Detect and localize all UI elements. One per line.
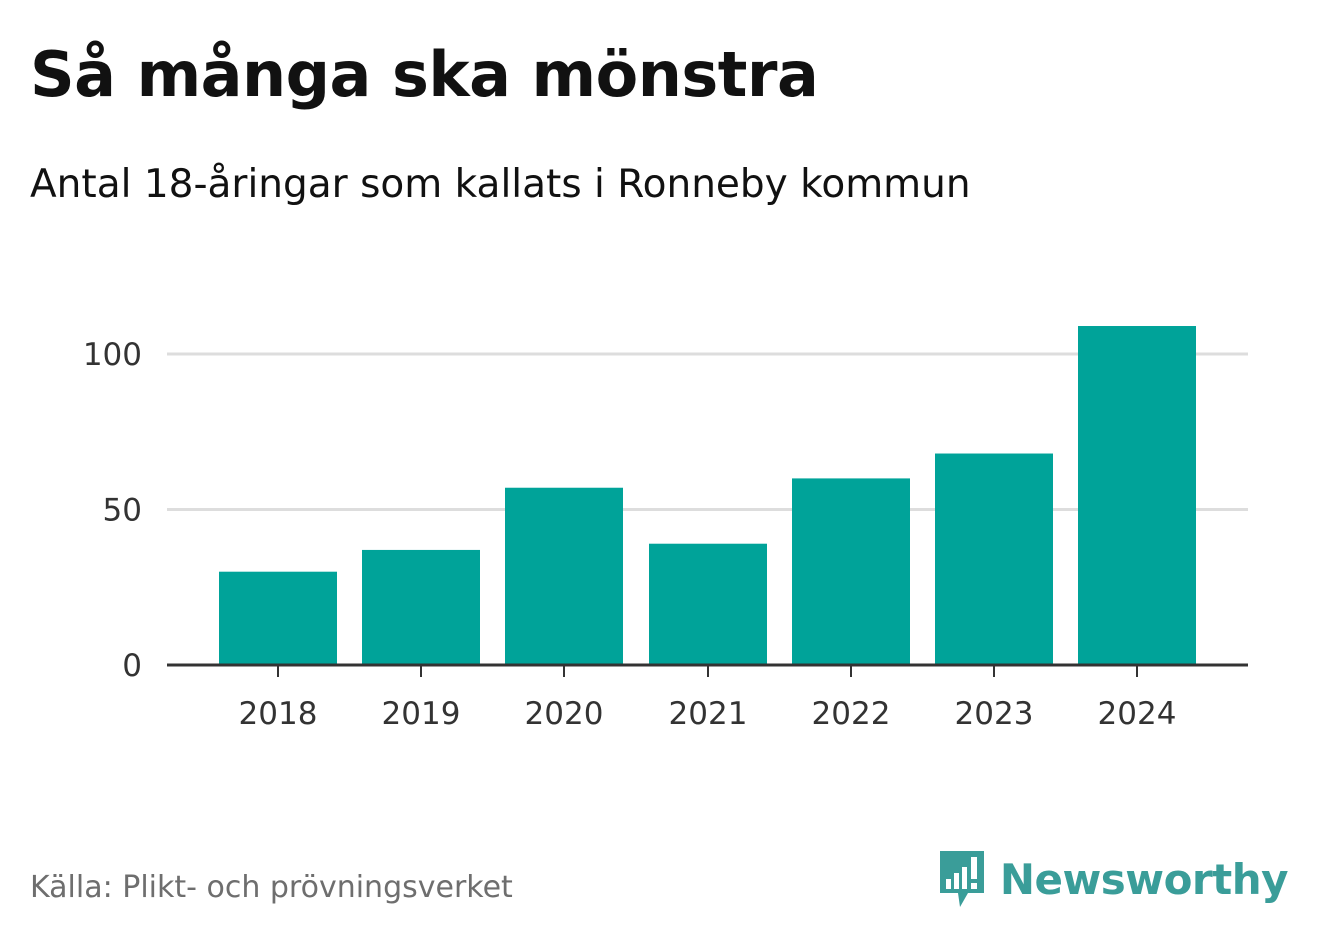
y-tick-label: 100 [83, 337, 142, 373]
brand-logo-link[interactable]: Newsworthy [938, 848, 1289, 910]
x-tick-label: 2023 [955, 696, 1034, 732]
y-tick-label: 50 [103, 493, 142, 529]
y-tick-label: 0 [122, 648, 142, 684]
x-tick-label: 2018 [239, 696, 318, 732]
bars [219, 326, 1196, 665]
chart-title: Så många ska mönstra [30, 38, 819, 111]
bar-2019 [362, 549, 480, 665]
source-note: Källa: Plikt- och prövningsverket [30, 870, 513, 905]
x-tick-label: 2019 [382, 696, 461, 732]
bar-2022 [792, 478, 910, 665]
bar-2023 [935, 453, 1053, 665]
bar-2024 [1078, 326, 1196, 665]
axes: 0 50 100 2018 2019 2020 2021 2022 2023 2024 [83, 337, 1248, 732]
x-tick-label: 2024 [1098, 696, 1177, 732]
bar-chart: 0 50 100 2018 2019 2020 2021 2022 2023 2024 [83, 326, 1248, 732]
bar-2018 [219, 571, 337, 665]
gridlines [167, 352, 1248, 511]
x-tick-label: 2022 [812, 696, 891, 732]
x-tick-label: 2021 [669, 696, 748, 732]
brand-name: Newsworthy [999, 854, 1289, 904]
bar-chart-speech-bubble-icon [939, 851, 984, 907]
chart-subtitle: Antal 18-åringar som kallats i Ronneby k… [30, 162, 971, 207]
bar-2021 [649, 543, 767, 665]
bar-2020 [505, 487, 623, 665]
x-tick-label: 2020 [525, 696, 604, 732]
